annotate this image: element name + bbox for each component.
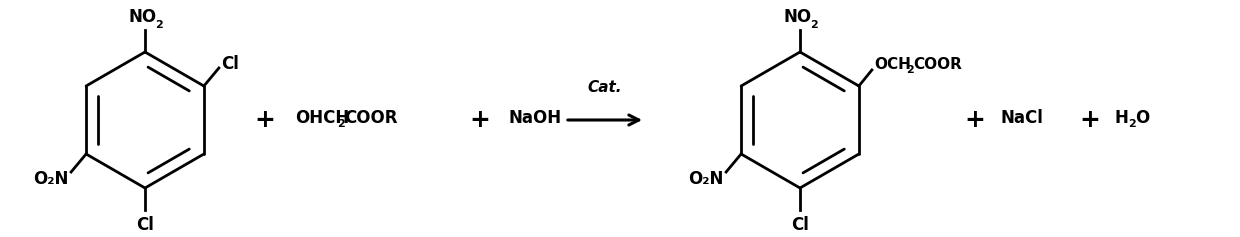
Text: 2: 2 xyxy=(155,20,162,30)
Text: OHCH: OHCH xyxy=(295,109,350,127)
Text: +: + xyxy=(254,108,275,132)
Text: O: O xyxy=(1135,109,1149,127)
Text: COOR: COOR xyxy=(343,109,398,127)
Text: NaCl: NaCl xyxy=(999,109,1043,127)
Text: NO: NO xyxy=(129,8,157,26)
Text: H: H xyxy=(1115,109,1128,127)
Text: NaOH: NaOH xyxy=(508,109,562,127)
Text: NO: NO xyxy=(784,8,812,26)
Text: O₂N: O₂N xyxy=(32,170,68,188)
Text: 2: 2 xyxy=(906,65,914,75)
Text: Cl: Cl xyxy=(221,55,239,73)
Text: Cl: Cl xyxy=(791,216,808,234)
Text: Cat.: Cat. xyxy=(588,80,622,95)
Text: +: + xyxy=(965,108,986,132)
Text: COOR: COOR xyxy=(913,56,962,72)
Text: +: + xyxy=(1080,108,1100,132)
Text: 2: 2 xyxy=(810,20,817,30)
Text: +: + xyxy=(470,108,491,132)
Text: OCH: OCH xyxy=(874,56,910,72)
Text: Cl: Cl xyxy=(136,216,154,234)
Text: 2: 2 xyxy=(337,119,345,129)
Text: O₂N: O₂N xyxy=(688,170,723,188)
Text: 2: 2 xyxy=(1128,119,1136,129)
